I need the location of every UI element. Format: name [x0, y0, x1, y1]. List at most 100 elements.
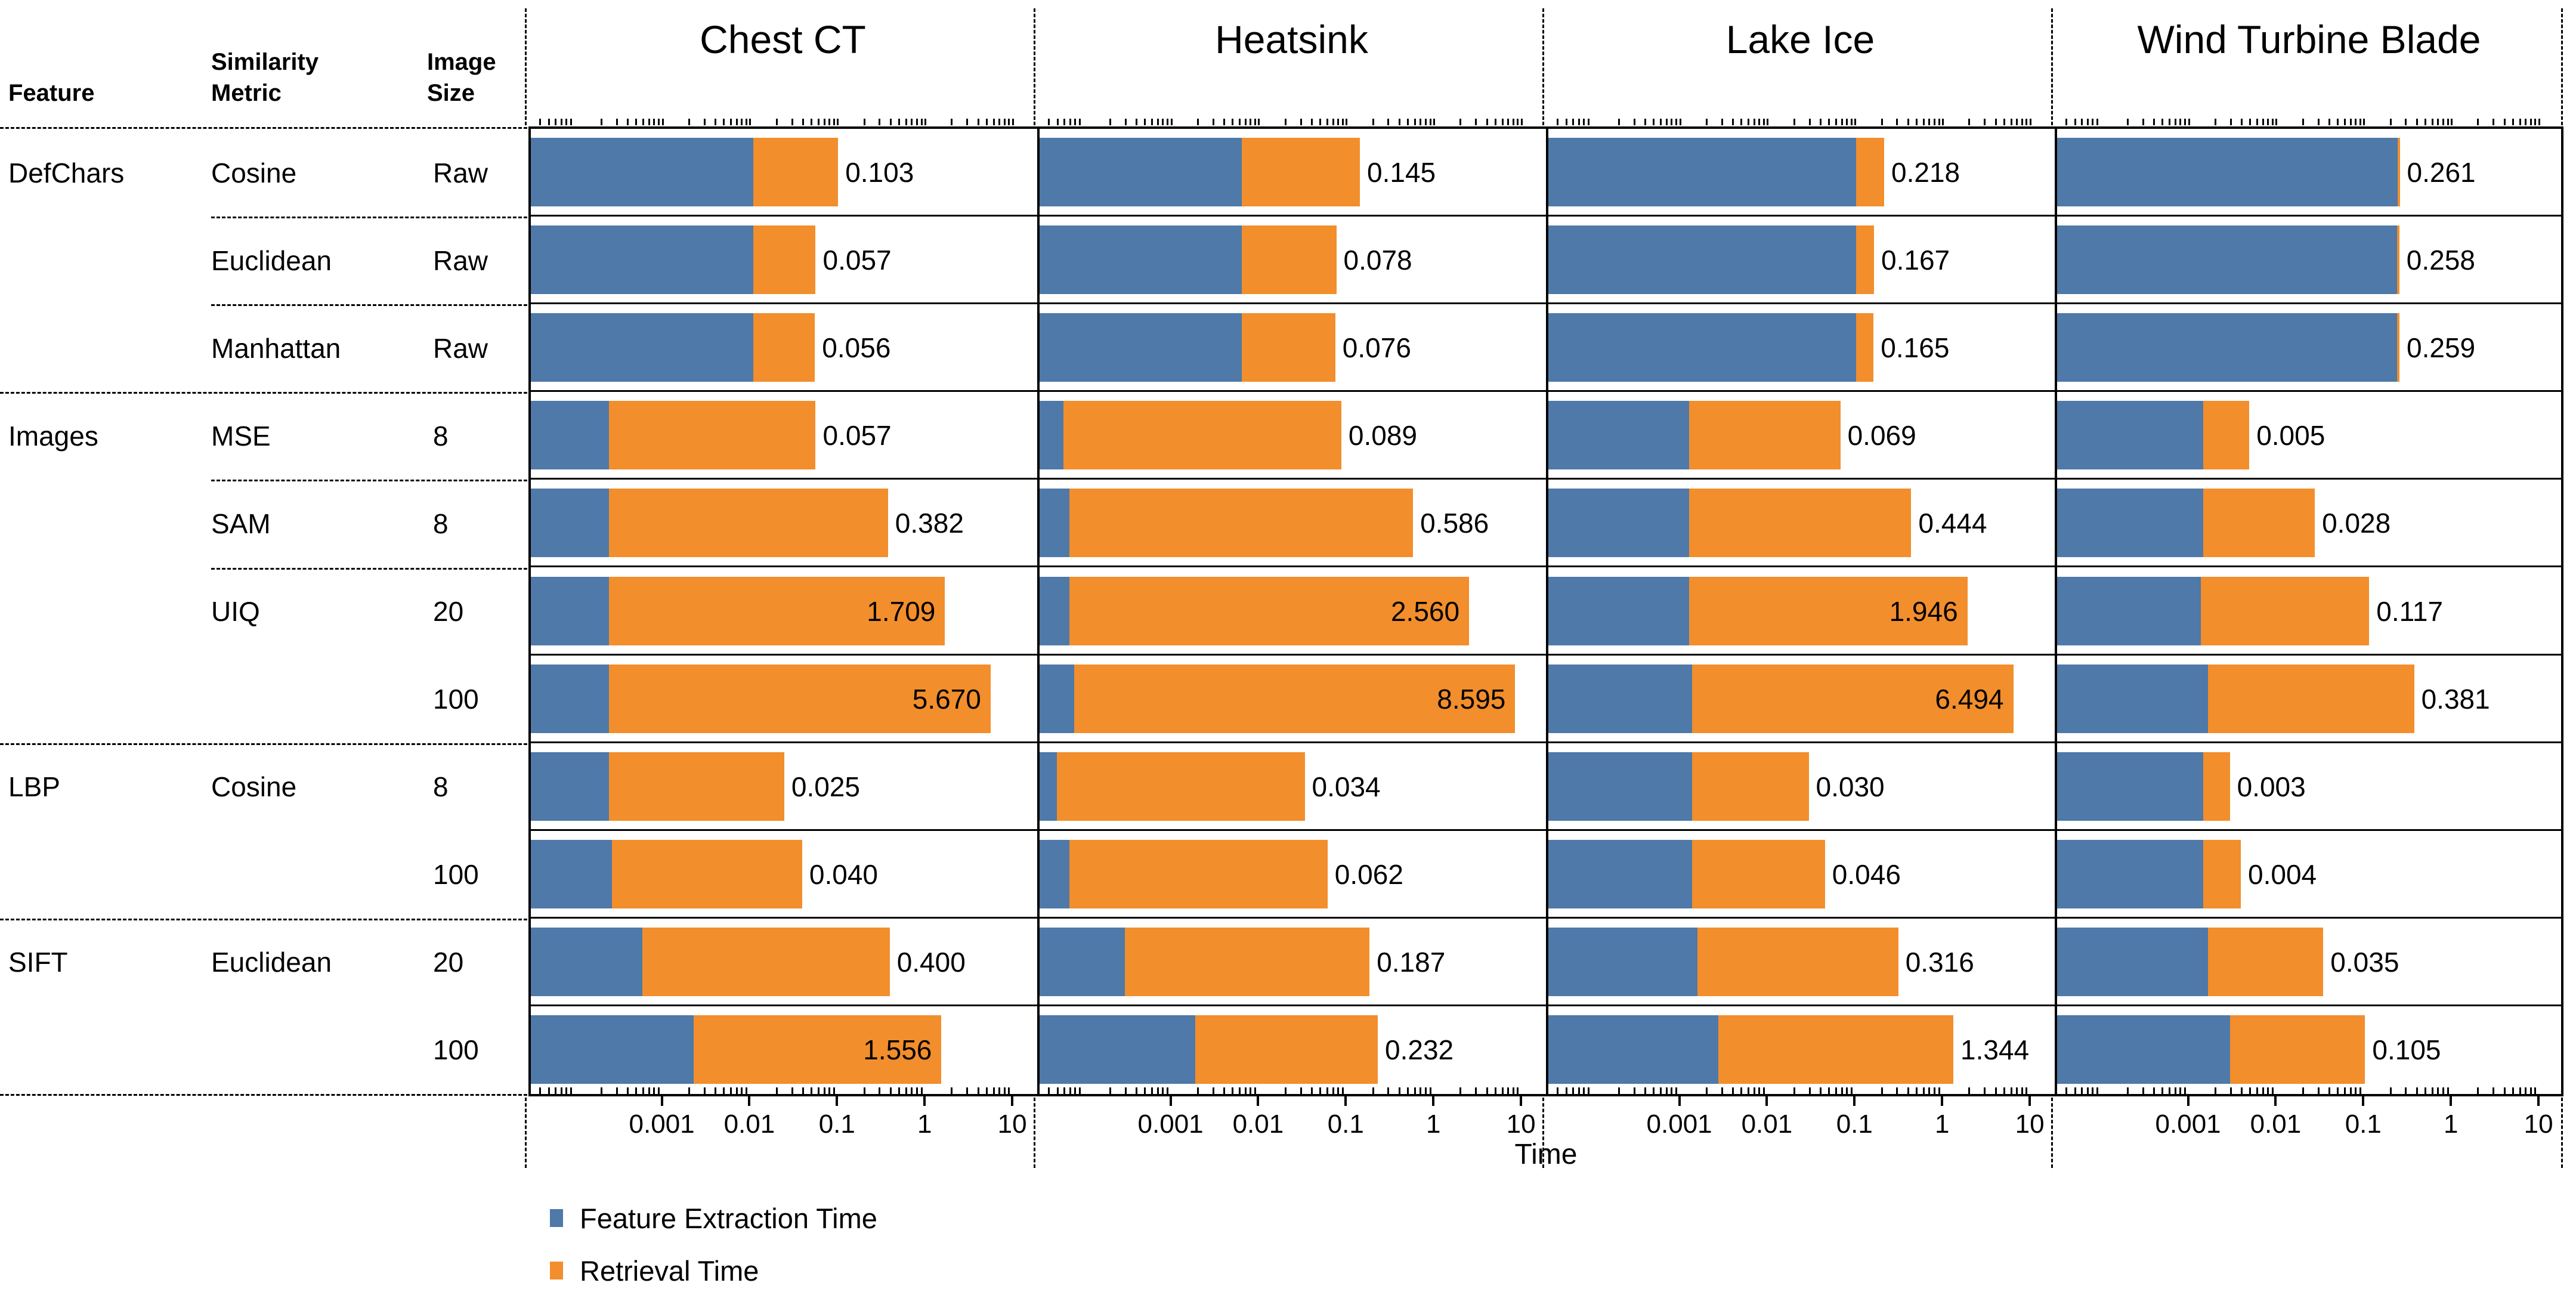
row-size-label: 100 [433, 859, 479, 891]
x-axis-minor-tick [879, 1087, 881, 1094]
x-axis-minor-tick [715, 1087, 716, 1094]
x-axis-minor-tick [560, 1087, 562, 1094]
x-axis-minor-tick [1578, 1087, 1580, 1094]
x-axis-minor-tick [1835, 1087, 1837, 1094]
x-axis-minor-tick [2021, 119, 2023, 125]
row-metric-label: Manhattan [211, 332, 341, 364]
x-axis-minor-tick [2337, 1087, 2339, 1094]
feature-extraction-bar-segment [1040, 313, 1242, 382]
x-axis-minor-tick [642, 1087, 644, 1094]
x-axis-minor-tick [1486, 1087, 1488, 1094]
x-axis-minor-tick [1063, 1087, 1066, 1094]
bar-value-label: 1.344 [1960, 1034, 2030, 1065]
x-axis-tick [1678, 1096, 1681, 1106]
x-axis-minor-tick [1501, 119, 1504, 125]
x-axis-minor-tick [951, 119, 953, 125]
row-size-label: 20 [433, 947, 464, 978]
x-axis-tick [1257, 1096, 1260, 1106]
x-axis-tick-label: 0.001 [1646, 1109, 1712, 1139]
bar-value-label: 0.381 [2421, 683, 2490, 715]
x-axis-minor-tick [1618, 1087, 1620, 1094]
x-axis-minor-tick [1238, 119, 1241, 125]
x-axis-minor-tick [775, 119, 778, 125]
panel-row: 0.381 [2057, 656, 2561, 743]
x-axis-minor-tick [2161, 119, 2164, 125]
retrieval-bar-segment [1242, 225, 1337, 295]
x-axis-minor-tick [635, 119, 638, 125]
panel-row: 1.556 [531, 1006, 1037, 1094]
retrieval-bar-segment [1242, 138, 1360, 207]
x-axis-minor-tick [1407, 119, 1409, 125]
x-axis-minor-tick [2153, 119, 2156, 125]
x-axis-minor-tick [1429, 119, 1431, 125]
x-axis-minor-tick [1326, 119, 1328, 125]
feature-extraction-bar-segment [1548, 489, 1690, 558]
x-axis-minor-tick [1162, 1087, 1164, 1094]
x-axis-minor-tick [1486, 119, 1488, 125]
x-axis-minor-tick [2405, 1087, 2407, 1094]
x-axis-minor-tick [1767, 119, 1769, 125]
retrieval-bar-segment [1242, 313, 1335, 382]
retrieval-bar-segment [609, 664, 991, 733]
x-axis-minor-tick [1994, 119, 1997, 125]
x-axis-minor-tick [1069, 119, 1071, 125]
column-separator [1034, 8, 1035, 125]
row-feature-label: Images [8, 420, 98, 452]
x-axis-minor-tick [1644, 1087, 1647, 1094]
bar-value-label: 0.586 [1420, 508, 1489, 539]
x-axis-minor-tick [2492, 119, 2495, 125]
bar-value-label: 0.057 [822, 245, 892, 276]
panel-row: 0.057 [531, 217, 1037, 305]
x-axis-minor-tick [911, 1087, 913, 1094]
x-axis-minor-tick [2169, 1087, 2170, 1094]
bar-value-label: 0.218 [1891, 157, 1960, 188]
x-axis-minor-tick [1762, 119, 1765, 125]
panel-row: 0.258 [2057, 217, 2561, 305]
x-axis-minor-tick [1232, 119, 1234, 125]
panel-row: 5.670 [531, 656, 1037, 743]
x-axis-minor-tick [2328, 1087, 2330, 1094]
x-axis-minor-tick [661, 119, 664, 125]
x-axis-minor-tick [1793, 119, 1795, 125]
x-axis-minor-tick [1079, 119, 1081, 125]
column-separator [1034, 1098, 1035, 1168]
row-size-label: 100 [433, 684, 479, 715]
x-axis-minor-tick [1507, 119, 1510, 125]
x-axis-minor-tick [745, 119, 747, 125]
x-axis-minor-tick [1938, 1087, 1940, 1094]
x-axis-minor-tick [1398, 1087, 1400, 1094]
x-axis-minor-tick [1732, 119, 1734, 125]
feature-extraction-bar-segment [531, 927, 642, 996]
x-axis-minor-tick [1387, 1087, 1390, 1094]
x-axis-minor-tick [2442, 119, 2444, 125]
feature-extraction-bar-segment [531, 138, 753, 207]
x-axis-minor-tick [627, 119, 629, 125]
retrieval-bar-segment [2203, 489, 2315, 558]
x-axis-minor-tick [1572, 119, 1575, 125]
x-axis-minor-tick [1618, 119, 1620, 125]
retrieval-bar-segment [1856, 225, 1874, 295]
x-axis-tick [1011, 1096, 1014, 1106]
column-header-size-line2: Size [427, 80, 475, 106]
feature-extraction-bar-segment [2057, 664, 2209, 733]
feature-extraction-bar-segment [531, 225, 753, 295]
x-axis-minor-tick [2302, 1087, 2304, 1094]
x-axis-minor-tick [2442, 1087, 2444, 1094]
x-axis-minor-tick [2492, 1087, 2495, 1094]
group-separator [0, 392, 527, 394]
panel-title-wind-turbine-blade: Wind Turbine Blade [2137, 17, 2481, 61]
retrieval-bar-segment [2397, 138, 2400, 207]
x-axis-tick-label: 0.01 [723, 1109, 775, 1139]
x-axis-minor-tick [775, 1087, 778, 1094]
bar-value-label: 0.400 [896, 946, 966, 978]
x-axis-minor-tick [1300, 1087, 1302, 1094]
bar-value-label: 0.057 [822, 420, 892, 452]
row-metric-label: MSE [211, 420, 271, 452]
panel-row: 6.494 [1548, 656, 2055, 743]
retrieval-bar-segment [2203, 839, 2241, 908]
x-axis-minor-tick [1109, 119, 1111, 125]
x-axis-minor-tick [1512, 1087, 1514, 1094]
row-size-label: 100 [433, 1034, 479, 1066]
x-axis-minor-tick [2086, 1087, 2089, 1094]
x-axis-minor-tick [1429, 1087, 1431, 1094]
